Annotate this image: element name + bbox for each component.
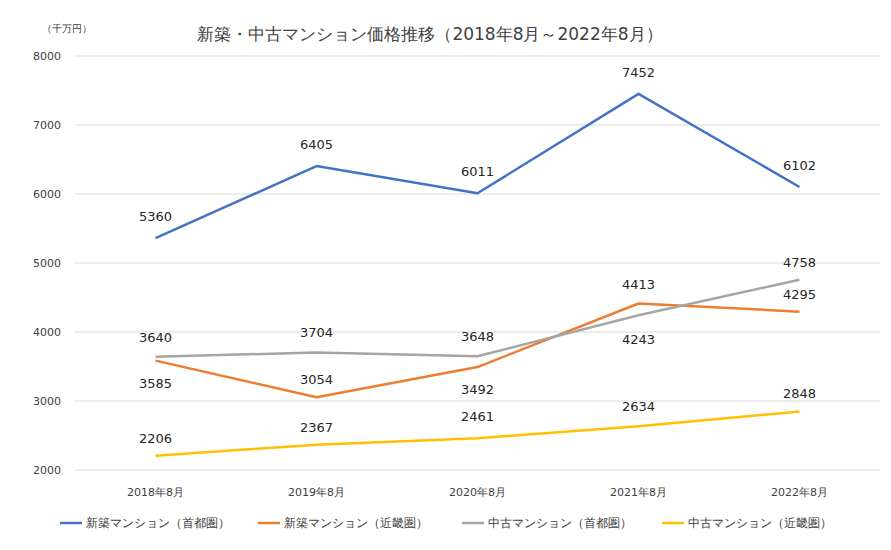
- title: 新築・中古マンション価格推移（2018年8月～2022年8月）: [197, 24, 662, 44]
- data-label: 6405: [300, 137, 333, 152]
- data-label: 2634: [622, 399, 655, 414]
- lines: [156, 94, 800, 456]
- data-label: 3054: [300, 372, 333, 387]
- data-label: 4413: [622, 277, 655, 292]
- grid-line: [75, 125, 880, 126]
- legend-swatch: [258, 522, 280, 525]
- data-label: 6011: [461, 164, 494, 179]
- legend-label: 中古マンション（近畿圏）: [688, 516, 832, 530]
- data-label: 4295: [783, 287, 816, 302]
- series-line: [156, 94, 800, 238]
- data-label: 7452: [622, 65, 655, 80]
- y-tick-label: 5000: [33, 257, 61, 270]
- data-label: 2206: [139, 431, 172, 446]
- grid-line: [75, 56, 880, 57]
- series-line: [156, 304, 800, 398]
- x-tick-label: 2018年8月: [127, 486, 184, 499]
- data-label: 3492: [461, 382, 494, 397]
- x-tick-label: 2022年8月: [771, 486, 828, 499]
- y-tick-label: 3000: [33, 395, 61, 408]
- legend-label: 新築マンション（近畿圏）: [284, 516, 428, 530]
- y-tick-label: 8000: [33, 50, 61, 63]
- y-tick-label: 7000: [33, 119, 61, 132]
- grid-line: [75, 470, 880, 471]
- x-tick-label: 2020年8月: [449, 486, 506, 499]
- legend-swatch: [60, 522, 82, 525]
- data-labels: 5360 6405 6011 7452 6102 3585 3054 3492 4413 4295…: [139, 65, 816, 446]
- legend-label: 中古マンション（首都圏）: [488, 516, 632, 530]
- data-label: 5360: [139, 209, 172, 224]
- x-tick-label: 2021年8月: [610, 486, 667, 499]
- data-label: 2848: [783, 386, 816, 401]
- series-line: [156, 280, 800, 357]
- legend-swatch: [462, 522, 484, 525]
- legend-label: 新築マンション（首都圏）: [86, 516, 230, 530]
- data-label: 3585: [139, 376, 172, 391]
- data-label: 6102: [783, 158, 816, 173]
- data-label: 3640: [139, 330, 172, 345]
- data-label: 2367: [300, 420, 333, 435]
- y-tick-label: 4000: [33, 326, 61, 339]
- y-axis-label: （千万円）: [42, 23, 92, 34]
- grid-line: [75, 401, 880, 402]
- chart: 新築・中古マンション価格推移（2018年8月～2022年8月） （千万円） 2000…: [0, 0, 891, 550]
- y-tick-label: 6000: [33, 188, 61, 201]
- grid-line: [75, 263, 880, 264]
- data-label: 2461: [461, 409, 494, 424]
- data-label: 4758: [783, 255, 816, 270]
- y-tick-label: 2000: [33, 464, 61, 477]
- data-label: 4243: [622, 332, 655, 347]
- data-label: 3704: [300, 325, 333, 340]
- x-tick-label: 2019年8月: [288, 486, 345, 499]
- data-label: 3648: [461, 329, 494, 344]
- legend-swatch: [662, 522, 684, 525]
